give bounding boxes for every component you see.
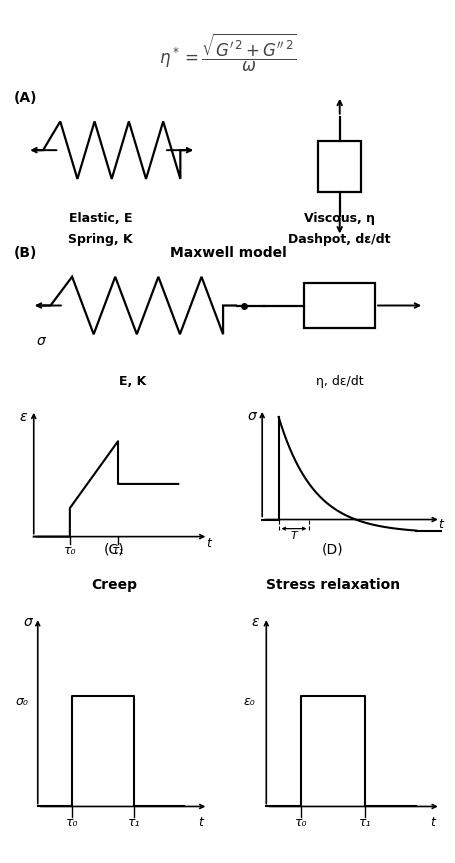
Text: t: t (429, 816, 434, 829)
Text: Creep: Creep (91, 578, 136, 592)
Text: Viscous, η: Viscous, η (303, 212, 374, 225)
Bar (304, 283, 374, 328)
Text: Dashpot, dε/dt: Dashpot, dε/dt (288, 233, 390, 246)
Text: Spring, K: Spring, K (68, 233, 132, 246)
Text: Stress relaxation: Stress relaxation (265, 578, 399, 592)
Text: (A): (A) (14, 91, 37, 105)
Text: (B): (B) (14, 247, 37, 261)
Text: t: t (206, 537, 211, 550)
Text: σ₀: σ₀ (15, 696, 29, 709)
Text: E, K: E, K (118, 375, 146, 388)
Text: τ₁: τ₁ (127, 816, 140, 829)
Text: Elastic, E: Elastic, E (68, 212, 132, 225)
Text: τ₀: τ₀ (63, 544, 76, 557)
Text: T: T (290, 531, 297, 541)
Bar (318, 141, 360, 192)
Text: σ: σ (248, 409, 256, 423)
Text: η, dε/dt: η, dε/dt (315, 375, 363, 388)
Text: t: t (438, 518, 443, 531)
Text: ε₀: ε₀ (243, 696, 255, 709)
Text: σ: σ (24, 615, 32, 629)
Text: (C): (C) (103, 543, 124, 557)
Text: $\eta^* = \dfrac{\sqrt{G^{\prime\,2} + G^{\prime\prime\,2}}}{\omega}$: $\eta^* = \dfrac{\sqrt{G^{\prime\,2} + G… (159, 31, 296, 73)
Text: (D): (D) (321, 543, 343, 557)
Text: τ₀: τ₀ (66, 816, 78, 829)
Text: τ₀: τ₀ (294, 816, 307, 829)
Text: t: t (197, 816, 202, 829)
Text: ε: ε (251, 615, 259, 629)
Text: τ₁: τ₁ (111, 544, 124, 557)
Text: σ: σ (36, 335, 45, 349)
Text: τ₁: τ₁ (358, 816, 370, 829)
Text: ε: ε (20, 410, 27, 424)
Text: Maxwell model: Maxwell model (169, 247, 286, 261)
